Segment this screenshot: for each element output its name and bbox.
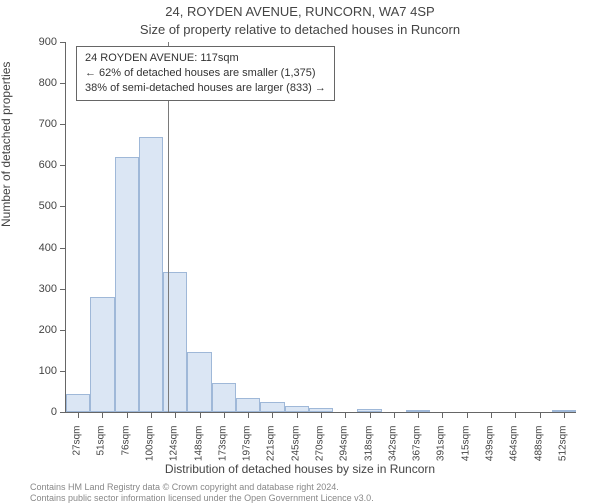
x-tick-label: 100sqm: [145, 426, 156, 486]
x-tick: [345, 412, 346, 418]
y-tick-label: 600: [17, 159, 57, 171]
x-tick-label: 294sqm: [339, 426, 350, 486]
histogram-bar: [187, 352, 211, 412]
x-tick: [467, 412, 468, 418]
y-tick-label: 0: [17, 406, 57, 418]
histogram-bar: [66, 394, 90, 413]
y-tick: [60, 83, 66, 84]
x-tick: [200, 412, 201, 418]
x-tick: [418, 412, 419, 418]
x-tick-label: 124sqm: [169, 426, 180, 486]
x-tick: [102, 412, 103, 418]
x-tick: [491, 412, 492, 418]
chart-title-line2: Size of property relative to detached ho…: [0, 22, 600, 37]
histogram-bar: [163, 272, 187, 412]
x-tick: [540, 412, 541, 418]
annotation-line2: ← 62% of detached houses are smaller (1,…: [85, 66, 326, 81]
x-tick-label: 173sqm: [217, 426, 228, 486]
y-tick: [60, 248, 66, 249]
x-tick-label: 245sqm: [290, 426, 301, 486]
x-tick-label: 464sqm: [509, 426, 520, 486]
y-axis-title: Number of detached properties: [0, 62, 13, 227]
histogram-bar: [260, 402, 284, 412]
x-tick: [151, 412, 152, 418]
y-tick-label: 200: [17, 324, 57, 336]
y-tick: [60, 412, 66, 413]
y-tick: [60, 206, 66, 207]
y-tick: [60, 289, 66, 290]
y-tick-label: 400: [17, 242, 57, 254]
y-tick: [60, 42, 66, 43]
x-tick-label: 270sqm: [315, 426, 326, 486]
histogram-bar: [90, 297, 114, 412]
x-tick: [127, 412, 128, 418]
x-tick: [370, 412, 371, 418]
annotation-box: 24 ROYDEN AVENUE: 117sqm ← 62% of detach…: [76, 46, 335, 101]
x-tick: [442, 412, 443, 418]
x-tick: [515, 412, 516, 418]
chart-title-line1: 24, ROYDEN AVENUE, RUNCORN, WA7 4SP: [0, 4, 600, 19]
x-tick-label: 318sqm: [363, 426, 374, 486]
y-tick-label: 800: [17, 77, 57, 89]
x-tick: [175, 412, 176, 418]
x-tick-label: 27sqm: [72, 426, 83, 486]
y-tick: [60, 371, 66, 372]
x-tick-label: 148sqm: [193, 426, 204, 486]
x-tick: [78, 412, 79, 418]
y-tick-label: 500: [17, 200, 57, 212]
x-tick: [394, 412, 395, 418]
histogram-bar: [236, 398, 260, 412]
x-tick: [248, 412, 249, 418]
x-tick-label: 439sqm: [485, 426, 496, 486]
x-tick: [564, 412, 565, 418]
y-tick: [60, 124, 66, 125]
x-tick-label: 221sqm: [266, 426, 277, 486]
x-tick: [297, 412, 298, 418]
histogram-bar: [212, 383, 236, 412]
x-tick-label: 342sqm: [387, 426, 398, 486]
y-tick: [60, 165, 66, 166]
x-tick: [272, 412, 273, 418]
footer-line2: Contains public sector information licen…: [30, 493, 374, 504]
x-tick-label: 367sqm: [412, 426, 423, 486]
y-tick: [60, 330, 66, 331]
x-tick-label: 415sqm: [460, 426, 471, 486]
y-tick-label: 700: [17, 118, 57, 130]
x-tick-label: 51sqm: [96, 426, 107, 486]
annotation-line3: 38% of semi-detached houses are larger (…: [85, 81, 326, 96]
x-tick-label: 488sqm: [533, 426, 544, 486]
y-tick-label: 300: [17, 283, 57, 295]
x-tick: [321, 412, 322, 418]
y-tick-label: 100: [17, 365, 57, 377]
x-tick-label: 512sqm: [557, 426, 568, 486]
histogram-bar: [115, 157, 139, 412]
x-tick-label: 76sqm: [120, 426, 131, 486]
x-tick-label: 391sqm: [436, 426, 447, 486]
annotation-line1: 24 ROYDEN AVENUE: 117sqm: [85, 51, 326, 66]
y-tick-label: 900: [17, 36, 57, 48]
x-tick-label: 197sqm: [242, 426, 253, 486]
x-tick: [224, 412, 225, 418]
chart-frame: { "chart": { "type": "histogram", "title…: [0, 0, 600, 500]
histogram-bar: [139, 137, 163, 412]
